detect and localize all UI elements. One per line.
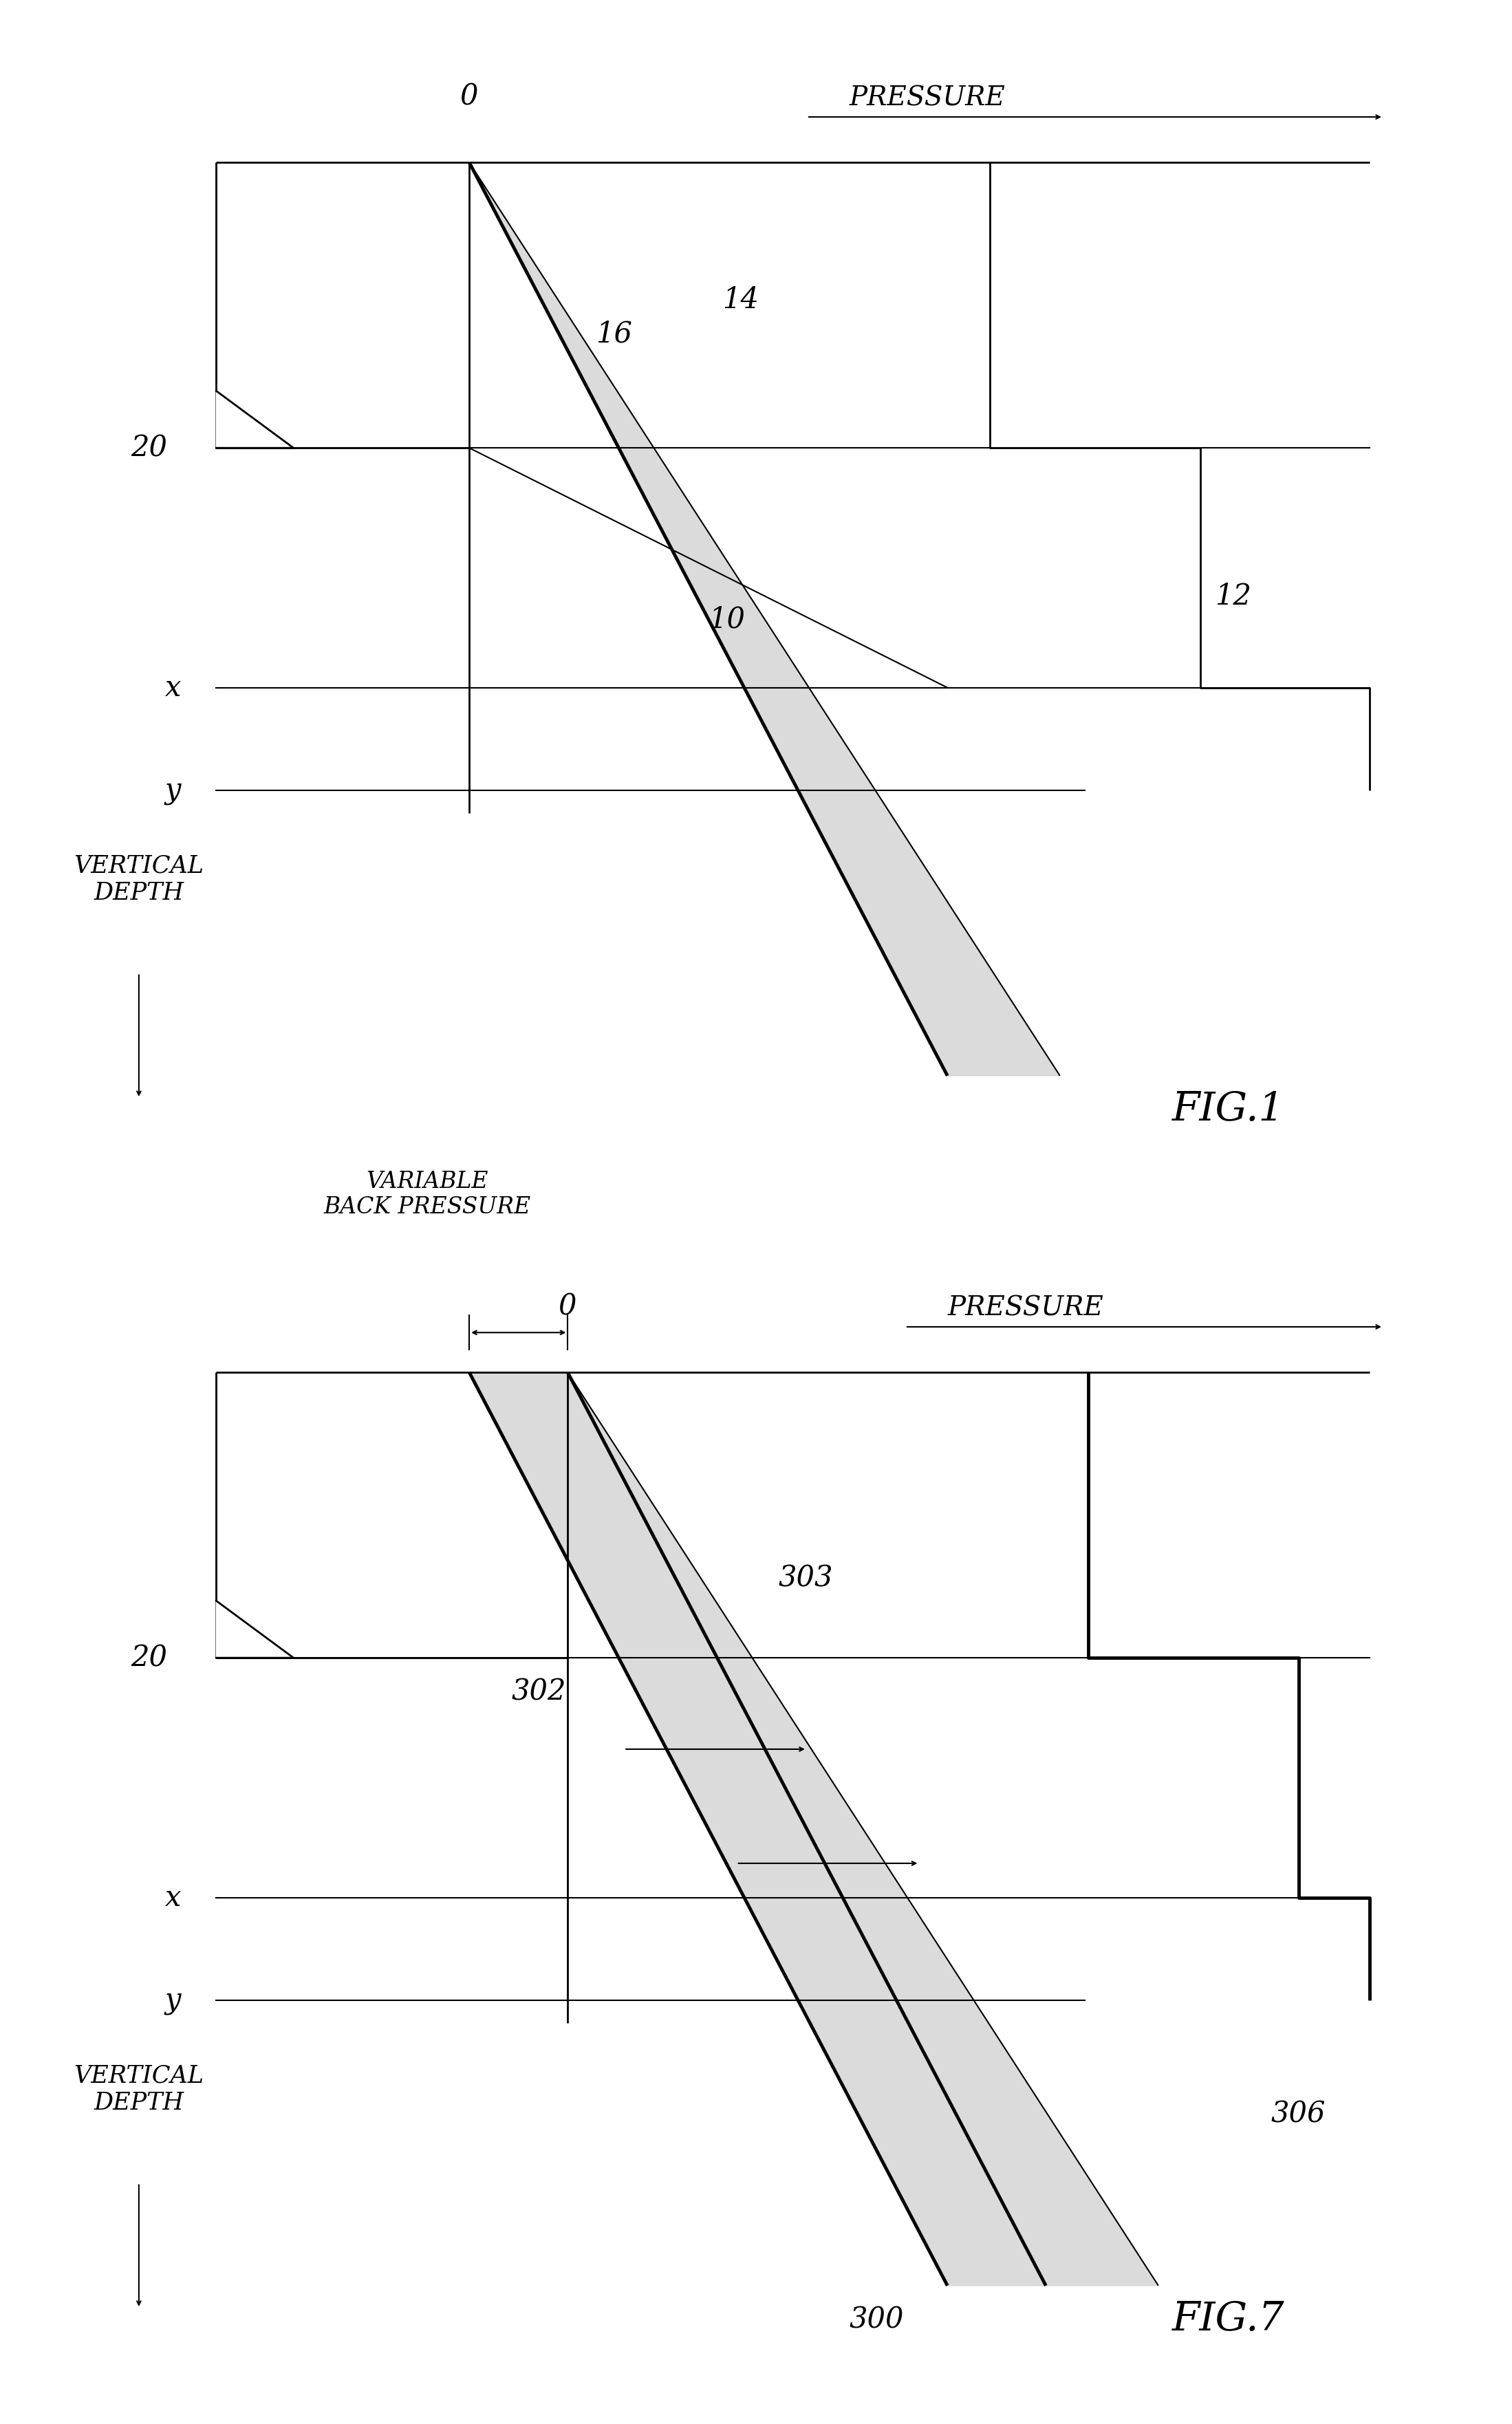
Text: 302: 302 [511,1677,565,1706]
Text: 303: 303 [779,1563,833,1593]
Text: 14: 14 [723,286,759,315]
Polygon shape [216,390,293,448]
Text: VERTICAL
DEPTH: VERTICAL DEPTH [74,853,204,904]
Text: x: x [165,1883,181,1913]
Text: FIG.1: FIG.1 [1172,1091,1285,1130]
Text: VERTICAL
DEPTH: VERTICAL DEPTH [74,2063,204,2114]
Text: 300: 300 [850,2305,904,2334]
Polygon shape [469,1372,1158,2286]
Text: PRESSURE: PRESSURE [850,85,1005,112]
Text: y: y [165,1985,181,2014]
Text: 306: 306 [1270,2099,1326,2128]
Text: 12: 12 [1214,582,1250,611]
Text: y: y [165,776,181,805]
Text: FIG.7: FIG.7 [1172,2300,1285,2339]
Polygon shape [469,162,1060,1076]
Text: PRESSURE: PRESSURE [948,1297,1104,1321]
Text: x: x [165,674,181,703]
Text: 0: 0 [460,82,478,112]
Text: 20: 20 [130,434,166,463]
Text: 20: 20 [130,1643,166,1673]
Text: 10: 10 [708,604,745,633]
Polygon shape [216,1600,293,1658]
Text: VARIABLE
BACK PRESSURE: VARIABLE BACK PRESSURE [324,1171,531,1219]
Text: 0: 0 [558,1292,578,1321]
Text: 16: 16 [596,320,632,349]
